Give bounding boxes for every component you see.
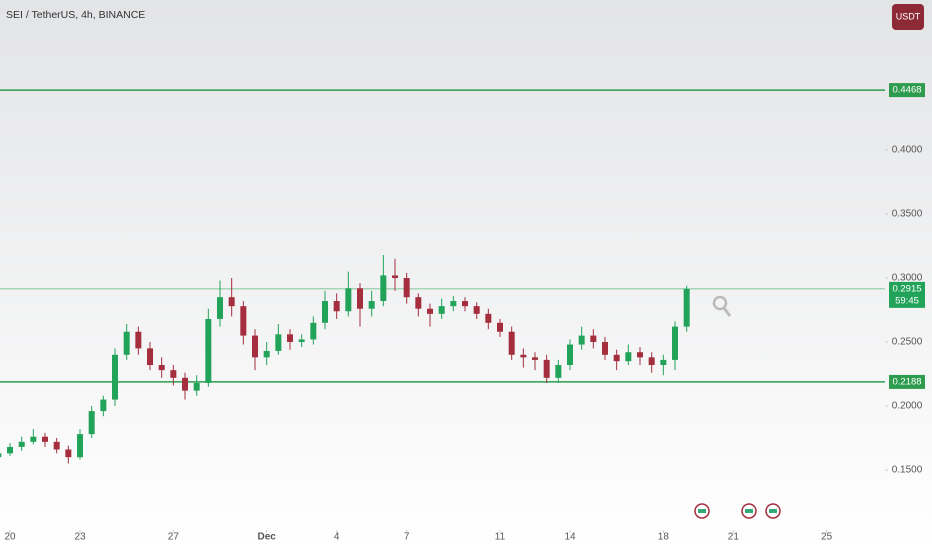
- candle-body: [485, 313, 492, 323]
- candle-body: [345, 288, 352, 312]
- candle-body: [18, 441, 25, 447]
- candle-body: [683, 288, 690, 327]
- currency-label[interactable]: USDT: [896, 11, 921, 21]
- last-price-box: [889, 281, 925, 308]
- last-price-label: 0.2915: [892, 283, 921, 294]
- candle-body: [100, 399, 107, 412]
- candle-body: [392, 275, 399, 278]
- y-tick-label: 0.2000: [892, 401, 923, 412]
- candle-body: [65, 449, 72, 458]
- candle-body: [648, 357, 655, 366]
- candle-body: [368, 301, 375, 309]
- candle-body: [205, 318, 212, 383]
- candle-body: [625, 352, 632, 362]
- x-tick-label: 11: [495, 532, 506, 543]
- candle-body: [7, 446, 14, 454]
- currency-button[interactable]: [892, 4, 924, 30]
- chart-title: SEI / TetherUS, 4h, BINANCE: [6, 9, 145, 21]
- x-tick-label: 20: [4, 532, 16, 543]
- candle-body: [602, 341, 609, 355]
- x-tick-label: 4: [334, 532, 340, 543]
- zoom-icon[interactable]: [712, 295, 732, 317]
- candle-body: [217, 297, 224, 319]
- candle-body: [147, 348, 154, 366]
- candle-body: [310, 322, 317, 340]
- y-tick-label: 0.3000: [892, 273, 923, 284]
- candle-body: [88, 411, 95, 435]
- candle-body: [123, 331, 130, 355]
- x-tick-label: 25: [821, 532, 833, 543]
- candle-body: [660, 359, 667, 366]
- x-tick-label: 23: [74, 532, 86, 543]
- candle-body: [427, 308, 434, 314]
- candle-body: [112, 354, 119, 400]
- candle-body: [275, 334, 282, 351]
- x-tick-label: Dec: [257, 532, 276, 543]
- countdown: 59:45: [895, 295, 919, 306]
- candle-body: [53, 441, 60, 450]
- level-label-box: [889, 374, 925, 389]
- x-tick-label: 21: [728, 532, 740, 543]
- candle-body: [77, 434, 84, 458]
- candle-body: [508, 331, 515, 355]
- candle-body: [497, 322, 504, 332]
- candle-body: [158, 365, 165, 371]
- candle-body: [637, 352, 644, 358]
- candle-body: [193, 382, 200, 391]
- candle-body: [532, 357, 539, 360]
- y-tick-label: 0.3500: [892, 209, 923, 220]
- y-tick-label: 0.1500: [892, 465, 923, 476]
- level-label: 0.2188: [892, 376, 921, 387]
- candle-body: [438, 306, 445, 314]
- candle-body: [30, 436, 37, 442]
- candle-body: [462, 301, 469, 307]
- candle-body: [450, 301, 457, 307]
- candle-body: [240, 306, 247, 336]
- candle-body: [555, 365, 562, 378]
- candle-body: [415, 297, 422, 309]
- candle-body: [380, 275, 387, 302]
- candle-body: [0, 453, 2, 458]
- candle-body: [567, 344, 574, 366]
- candle-body: [135, 331, 142, 349]
- candle-body: [403, 277, 410, 298]
- x-tick-label: 18: [658, 532, 670, 543]
- x-tick-label: 7: [404, 532, 410, 543]
- candle-body: [333, 301, 340, 312]
- candle-body: [543, 359, 550, 378]
- candle-body: [578, 335, 585, 345]
- candle-body: [170, 370, 177, 378]
- candle-body: [672, 326, 679, 360]
- candle-body: [322, 301, 329, 323]
- candle-body: [520, 354, 527, 358]
- candle-body: [252, 335, 259, 358]
- y-tick-label: 0.4000: [892, 145, 923, 156]
- candle-body: [287, 334, 294, 342]
- y-tick-label: 0.2500: [892, 337, 923, 348]
- candle-body: [263, 350, 270, 358]
- level-label-box: [889, 83, 925, 98]
- candle-body: [228, 297, 235, 307]
- level-label: 0.4468: [892, 85, 921, 96]
- candle-body: [613, 354, 620, 362]
- candle-body: [357, 288, 364, 309]
- candle-body: [298, 339, 305, 342]
- event-icons[interactable]: [694, 503, 781, 519]
- candle-body: [473, 306, 480, 314]
- x-tick-label: 14: [564, 532, 576, 543]
- candle-body: [182, 377, 189, 391]
- x-tick-label: 27: [168, 532, 180, 543]
- candle-body: [42, 436, 49, 442]
- candle-body: [590, 335, 597, 342]
